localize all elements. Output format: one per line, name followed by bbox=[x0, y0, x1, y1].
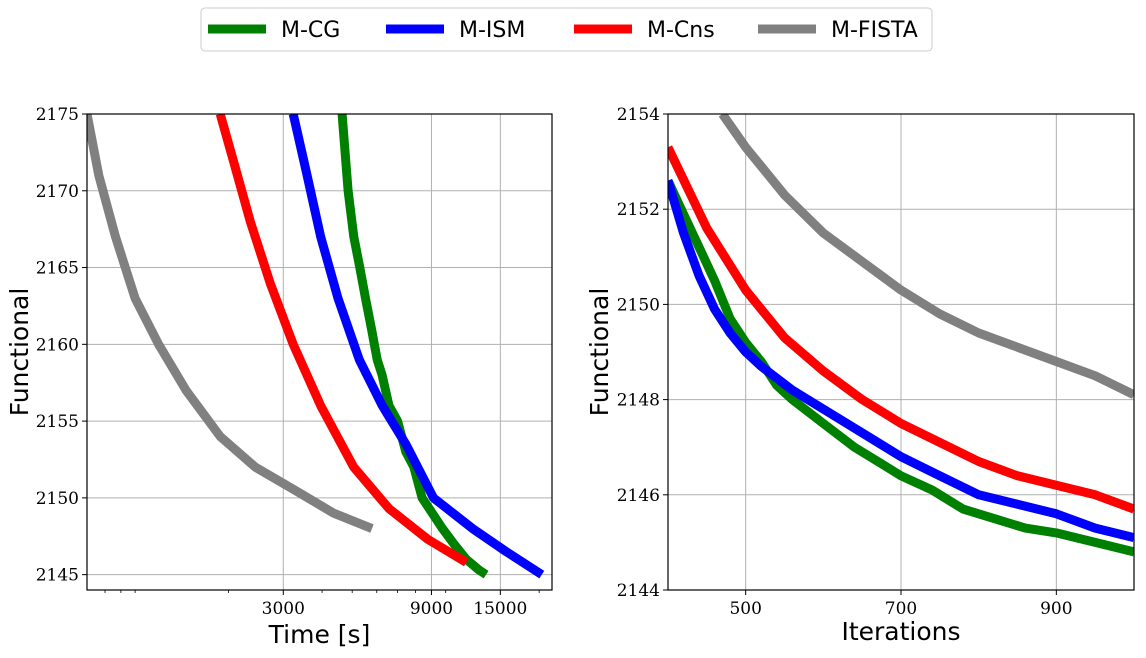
y-tick-label: 2175 bbox=[36, 105, 79, 125]
y-axis-label: Functional bbox=[5, 288, 34, 417]
legend-label-m-ism: M-ISM bbox=[459, 18, 525, 43]
series-line-m-fista bbox=[87, 114, 374, 533]
series-line-m-ism bbox=[288, 114, 545, 579]
y-tick-label: 2150 bbox=[36, 489, 79, 509]
series-line-m-cg bbox=[337, 114, 489, 579]
x-axis-label: Time [s] bbox=[268, 620, 371, 649]
legend-entry-m-cg: M-CG bbox=[208, 18, 340, 43]
right-plot-iterations: 500 700 900 2144 2146 2148 2150 2152 2154 Iterati… bbox=[585, 105, 1135, 646]
y-tick-label: 2150 bbox=[617, 295, 660, 315]
legend: M-CG M-ISM M-Cns M-FISTA bbox=[200, 7, 933, 52]
series-line-m-ism bbox=[668, 179, 1134, 542]
y-tick-label: 2154 bbox=[617, 105, 660, 125]
legend-label-m-cg: M-CG bbox=[281, 18, 340, 43]
x-tick-label: 9000 bbox=[410, 599, 453, 619]
left-plot-time: 3000 9000 15000 2145 2150 2155 2160 2165 2170 217… bbox=[5, 105, 553, 649]
x-tick-label: 900 bbox=[1040, 599, 1072, 619]
y-axis-label: Functional bbox=[585, 288, 614, 417]
legend-entry-m-fista: M-FISTA bbox=[758, 18, 918, 43]
x-axis-label: Iterations bbox=[841, 617, 960, 646]
legend-entry-m-ism: M-ISM bbox=[386, 18, 525, 43]
y-tick-label: 2144 bbox=[617, 581, 660, 601]
x-tick-label: 700 bbox=[885, 599, 917, 619]
legend-entry-m-cns: M-Cns bbox=[574, 18, 715, 43]
y-tick-label: 2170 bbox=[36, 182, 79, 202]
y-tick-label: 2152 bbox=[617, 200, 660, 220]
y-tick-label: 2165 bbox=[36, 259, 79, 279]
y-tick-label: 2145 bbox=[36, 566, 79, 586]
legend-frame bbox=[200, 7, 933, 52]
legend-label-m-fista: M-FISTA bbox=[831, 18, 918, 43]
y-tick-label: 2160 bbox=[36, 335, 79, 355]
y-tick-label: 2148 bbox=[617, 391, 660, 411]
y-tick-label: 2146 bbox=[617, 486, 660, 506]
plot-frame bbox=[667, 113, 1135, 591]
y-tick-label: 2155 bbox=[36, 412, 79, 432]
series-line-m-cns bbox=[668, 145, 1134, 514]
series-line-m-cg bbox=[668, 178, 1134, 557]
series-line-m-fista bbox=[718, 114, 1134, 399]
x-tick-label: 15000 bbox=[473, 599, 527, 619]
legend-label-m-cns: M-Cns bbox=[647, 18, 715, 43]
x-tick-label: 500 bbox=[729, 599, 761, 619]
series-line-m-cns bbox=[215, 114, 469, 567]
plot-frame bbox=[86, 113, 553, 591]
x-tick-label: 3000 bbox=[262, 599, 305, 619]
